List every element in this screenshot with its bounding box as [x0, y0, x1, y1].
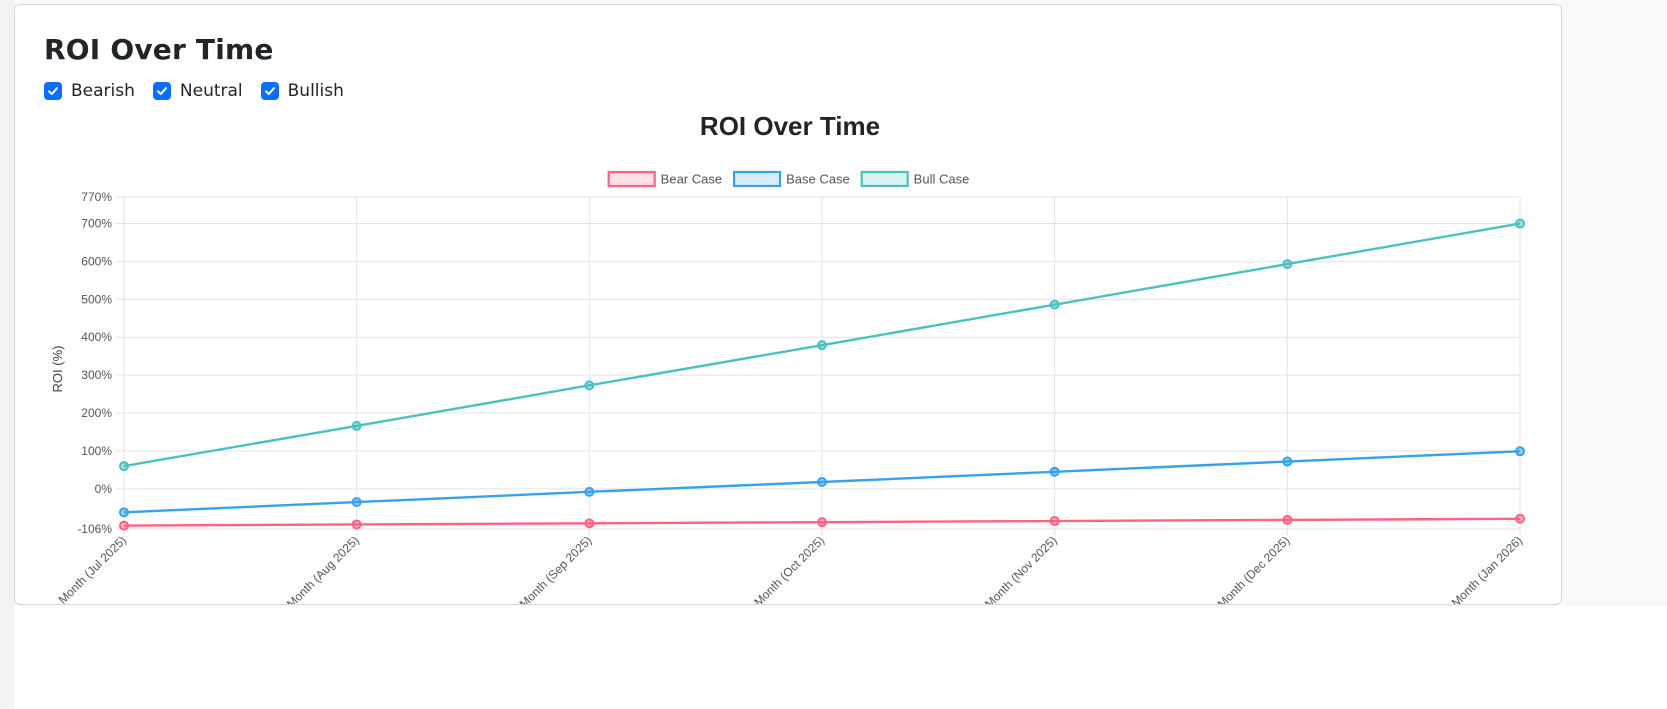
check-icon	[264, 87, 275, 95]
legend-label: Base Case	[786, 172, 850, 187]
legend-item[interactable]: Bull Case	[860, 170, 970, 188]
data-point[interactable]	[584, 380, 595, 391]
series-bull-case	[119, 218, 1525, 472]
check-icon	[156, 87, 167, 95]
y-tick-label: 100%	[81, 444, 112, 458]
bullish-label: Bullish	[287, 81, 344, 101]
y-tick-label: -106%	[77, 522, 112, 536]
data-point[interactable]	[584, 486, 595, 497]
page-title: ROI Over Time	[44, 33, 274, 66]
y-axis: 770% 700% 600% 500% 400% 300% 200% 100% 0% -106%	[77, 190, 112, 536]
data-point[interactable]	[1515, 218, 1525, 229]
data-point[interactable]	[1049, 516, 1060, 527]
roi-line-chart: ROI Over Time Bear Case Base Case Bull Cas…	[50, 111, 1526, 605]
legend-swatch	[860, 170, 909, 188]
filter-neutral[interactable]: Neutral	[152, 81, 243, 101]
legend-swatch	[607, 170, 656, 188]
x-tick-label: Month (Sep 2025)	[517, 533, 595, 605]
data-point[interactable]	[1282, 456, 1293, 467]
filter-bullish[interactable]: Bullish	[260, 81, 344, 101]
bearish-label: Bearish	[71, 81, 135, 101]
data-point[interactable]	[119, 507, 129, 518]
page-gutter	[0, 0, 14, 709]
series-bear-case	[119, 513, 1525, 531]
bearish-checkbox[interactable]	[44, 82, 62, 100]
page-footer-area	[14, 606, 1667, 709]
data-point[interactable]	[1282, 514, 1293, 525]
data-point[interactable]	[119, 461, 129, 472]
x-tick-label: Month (Oct 2025)	[751, 533, 827, 605]
y-axis-label: ROI (%)	[50, 346, 65, 393]
data-point[interactable]	[119, 520, 129, 531]
data-point[interactable]	[817, 340, 827, 351]
y-tick-label: 400%	[81, 330, 112, 344]
data-point[interactable]	[817, 517, 827, 528]
filter-bearish[interactable]: Bearish	[44, 81, 135, 101]
x-tick-label: Month (Nov 2025)	[982, 533, 1060, 605]
chart-grid	[116, 196, 1521, 535]
data-point[interactable]	[817, 477, 827, 488]
legend-swatch	[732, 170, 782, 188]
y-tick-label: 600%	[81, 254, 112, 268]
y-tick-label: 770%	[81, 190, 112, 204]
neutral-label: Neutral	[179, 81, 243, 101]
legend-label: Bear Case	[661, 172, 722, 187]
x-tick-label: Month (Dec 2025)	[1215, 533, 1293, 605]
x-axis: Month (Jul 2025) Month (Aug 2025) Month (S…	[56, 533, 1526, 605]
roi-card: ROI Over Time Bearish Neutral	[14, 4, 1562, 605]
y-tick-label: 700%	[81, 217, 112, 231]
x-tick-label: Month (Aug 2025)	[284, 533, 362, 605]
data-point[interactable]	[1515, 446, 1525, 457]
x-tick-label: Month (Jan 2026)	[1449, 533, 1525, 605]
data-point[interactable]	[351, 420, 362, 431]
chart-series	[119, 218, 1525, 531]
plot-area	[123, 196, 1521, 530]
x-tick-label: Month (Jul 2025)	[56, 533, 130, 605]
data-point[interactable]	[351, 497, 362, 508]
scenario-filters: Bearish Neutral Bullish	[44, 81, 362, 101]
bullish-checkbox[interactable]	[260, 82, 279, 100]
y-tick-label: 300%	[81, 368, 112, 382]
data-point[interactable]	[351, 519, 362, 530]
chart-legend: Bear Case Base Case Bull Case	[607, 170, 970, 188]
data-point[interactable]	[1515, 513, 1525, 524]
chart-title: ROI Over Time	[700, 111, 880, 141]
data-point[interactable]	[584, 518, 595, 529]
series-base-case	[119, 446, 1525, 518]
y-tick-label: 500%	[81, 292, 112, 306]
data-point[interactable]	[1049, 466, 1060, 477]
neutral-checkbox[interactable]	[152, 82, 171, 100]
check-icon	[48, 87, 58, 95]
legend-item[interactable]: Bear Case	[607, 170, 722, 188]
legend-label: Bull Case	[914, 172, 970, 187]
data-point[interactable]	[1049, 299, 1060, 310]
data-point[interactable]	[1282, 259, 1293, 270]
y-tick-label: 0%	[95, 482, 113, 496]
y-tick-label: 200%	[81, 406, 112, 420]
legend-item[interactable]: Base Case	[732, 170, 850, 188]
